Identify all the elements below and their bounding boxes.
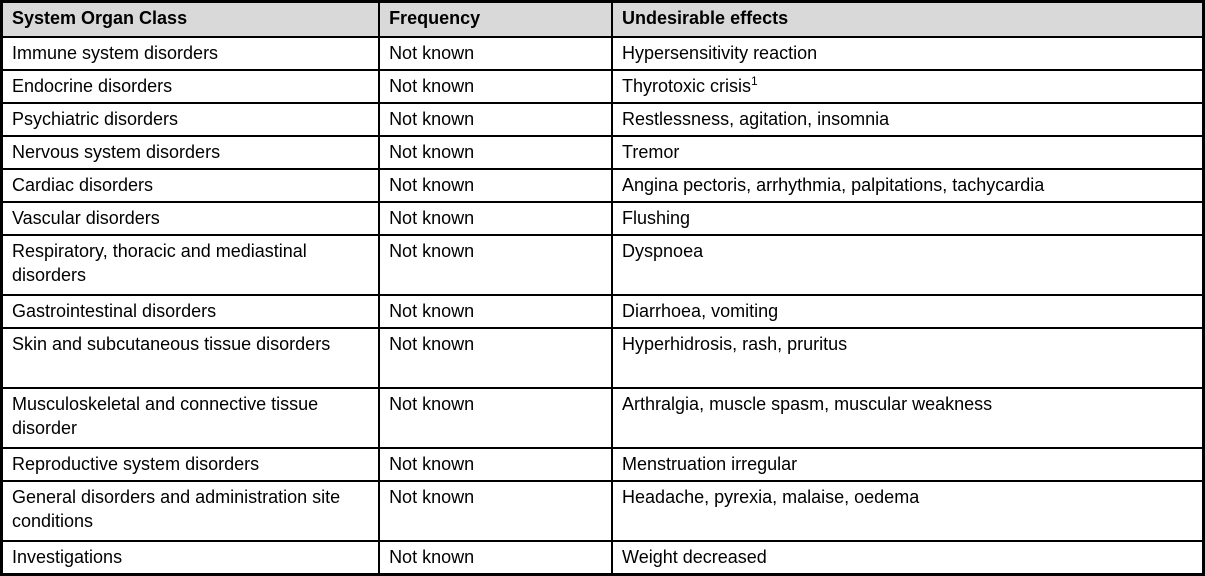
effects-cell: Dyspnoea xyxy=(611,234,1205,296)
frequency-text: Not known xyxy=(389,547,475,567)
frequency-text: Not known xyxy=(389,76,475,96)
table-body: Immune system disorders Not known Hypers… xyxy=(0,36,1205,575)
system-organ-class-cell: Skin and subcutaneous tissue disorders xyxy=(0,327,381,389)
table-row: Nervous system disorders Not known Tremo… xyxy=(0,135,1205,170)
frequency-cell: Not known xyxy=(378,168,614,203)
header-row: System Organ Class Frequency Undesirable… xyxy=(0,0,1205,38)
frequency-cell: Not known xyxy=(378,234,614,296)
effects-cell: Menstruation irregular xyxy=(611,447,1205,482)
effects-text: Restlessness, agitation, insomnia xyxy=(622,109,890,129)
effects-cell: Hyperhidrosis, rash, pruritus xyxy=(611,327,1205,389)
system-organ-class-text: Nervous system disorders xyxy=(12,142,221,162)
effects-text: Tremor xyxy=(622,142,680,162)
frequency-text: Not known xyxy=(389,43,475,63)
frequency-cell: Not known xyxy=(378,201,614,236)
frequency-text: Not known xyxy=(389,109,475,129)
table-row: General disorders and administration sit… xyxy=(0,480,1205,542)
system-organ-class-text: Investigations xyxy=(12,547,123,567)
frequency-cell: Not known xyxy=(378,135,614,170)
system-organ-class-text: Reproductive system disorders xyxy=(12,454,260,474)
system-organ-class-cell: Nervous system disorders xyxy=(0,135,381,170)
system-organ-class-text: Vascular disorders xyxy=(12,208,160,228)
effects-cell: Diarrhoea, vomiting xyxy=(611,294,1205,329)
table-header: System Organ Class Frequency Undesirable… xyxy=(0,0,1205,38)
effects-cell: Angina pectoris, arrhythmia, palpitation… xyxy=(611,168,1205,203)
effects-text: Hypersensitivity reaction xyxy=(622,43,818,63)
effects-text: Thyrotoxic crisis xyxy=(622,76,752,96)
system-organ-class-cell: Vascular disorders xyxy=(0,201,381,236)
frequency-text: Not known xyxy=(389,394,475,414)
frequency-cell: Not known xyxy=(378,36,614,71)
effects-text: Headache, pyrexia, malaise, oedema xyxy=(622,487,920,507)
frequency-text: Not known xyxy=(389,301,475,321)
effects-text: Dyspnoea xyxy=(622,241,704,261)
table-row: Immune system disorders Not known Hypers… xyxy=(0,36,1205,71)
frequency-text: Not known xyxy=(389,454,475,474)
frequency-text: Not known xyxy=(389,175,475,195)
table-row: Vascular disorders Not known Flushing xyxy=(0,201,1205,236)
table-row: Musculoskeletal and connective tissue di… xyxy=(0,387,1205,449)
system-organ-class-text: Cardiac disorders xyxy=(12,175,154,195)
effects-text: Weight decreased xyxy=(622,547,767,567)
effects-text: Flushing xyxy=(622,208,691,228)
table-row: Gastrointestinal disorders Not known Dia… xyxy=(0,294,1205,329)
effects-cell: Restlessness, agitation, insomnia xyxy=(611,102,1205,137)
system-organ-class-cell: Reproductive system disorders xyxy=(0,447,381,482)
frequency-text: Not known xyxy=(389,208,475,228)
header-system-organ-class: System Organ Class xyxy=(0,0,381,38)
frequency-cell: Not known xyxy=(378,387,614,449)
effects-cell: Arthralgia, muscle spasm, muscular weakn… xyxy=(611,387,1205,449)
system-organ-class-cell: Endocrine disorders xyxy=(0,69,381,104)
system-organ-class-cell: General disorders and administration sit… xyxy=(0,480,381,542)
system-organ-class-text: Skin and subcutaneous tissue disorders xyxy=(12,334,331,354)
system-organ-class-cell: Psychiatric disorders xyxy=(0,102,381,137)
header-frequency: Frequency xyxy=(378,0,614,38)
frequency-cell: Not known xyxy=(378,69,614,104)
table-row: Respiratory, thoracic and mediastinal di… xyxy=(0,234,1205,296)
effects-cell: Flushing xyxy=(611,201,1205,236)
effects-cell: Tremor xyxy=(611,135,1205,170)
system-organ-class-text: Gastrointestinal disorders xyxy=(12,301,217,321)
frequency-text: Not known xyxy=(389,241,475,261)
footnote-marker: 1 xyxy=(751,74,758,88)
frequency-text: Not known xyxy=(389,487,475,507)
table-row: Endocrine disorders Not known Thyrotoxic… xyxy=(0,69,1205,104)
effects-cell: Thyrotoxic crisis1 xyxy=(611,69,1205,104)
effects-text: Angina pectoris, arrhythmia, palpitation… xyxy=(622,175,1045,195)
system-organ-class-cell: Musculoskeletal and connective tissue di… xyxy=(0,387,381,449)
system-organ-class-cell: Investigations xyxy=(0,540,381,575)
effects-text: Hyperhidrosis, rash, pruritus xyxy=(622,334,848,354)
system-organ-class-cell: Cardiac disorders xyxy=(0,168,381,203)
frequency-cell: Not known xyxy=(378,294,614,329)
table-row: Cardiac disorders Not known Angina pecto… xyxy=(0,168,1205,203)
effects-cell: Headache, pyrexia, malaise, oedema xyxy=(611,480,1205,542)
frequency-cell: Not known xyxy=(378,327,614,389)
system-organ-class-cell: Immune system disorders xyxy=(0,36,381,71)
effects-cell: Hypersensitivity reaction xyxy=(611,36,1205,71)
table-row: Psychiatric disorders Not known Restless… xyxy=(0,102,1205,137)
frequency-cell: Not known xyxy=(378,540,614,575)
system-organ-class-text: Musculoskeletal and connective tissue di… xyxy=(12,394,319,438)
frequency-text: Not known xyxy=(389,334,475,354)
effects-text: Diarrhoea, vomiting xyxy=(622,301,779,321)
system-organ-class-text: General disorders and administration sit… xyxy=(12,487,341,531)
system-organ-class-text: Immune system disorders xyxy=(12,43,219,63)
frequency-text: Not known xyxy=(389,142,475,162)
system-organ-class-cell: Respiratory, thoracic and mediastinal di… xyxy=(0,234,381,296)
table-row: Skin and subcutaneous tissue disorders N… xyxy=(0,327,1205,389)
system-organ-class-text: Psychiatric disorders xyxy=(12,109,179,129)
system-organ-class-text: Endocrine disorders xyxy=(12,76,173,96)
frequency-cell: Not known xyxy=(378,102,614,137)
system-organ-class-cell: Gastrointestinal disorders xyxy=(0,294,381,329)
table-row: Reproductive system disorders Not known … xyxy=(0,447,1205,482)
frequency-cell: Not known xyxy=(378,447,614,482)
effects-cell: Weight decreased xyxy=(611,540,1205,575)
system-organ-class-text: Respiratory, thoracic and mediastinal di… xyxy=(12,241,307,285)
frequency-cell: Not known xyxy=(378,480,614,542)
effects-text: Menstruation irregular xyxy=(622,454,798,474)
effects-text: Arthralgia, muscle spasm, muscular weakn… xyxy=(622,394,993,414)
table-row: Investigations Not known Weight decrease… xyxy=(0,540,1205,575)
header-undesirable-effects: Undesirable effects xyxy=(611,0,1205,38)
